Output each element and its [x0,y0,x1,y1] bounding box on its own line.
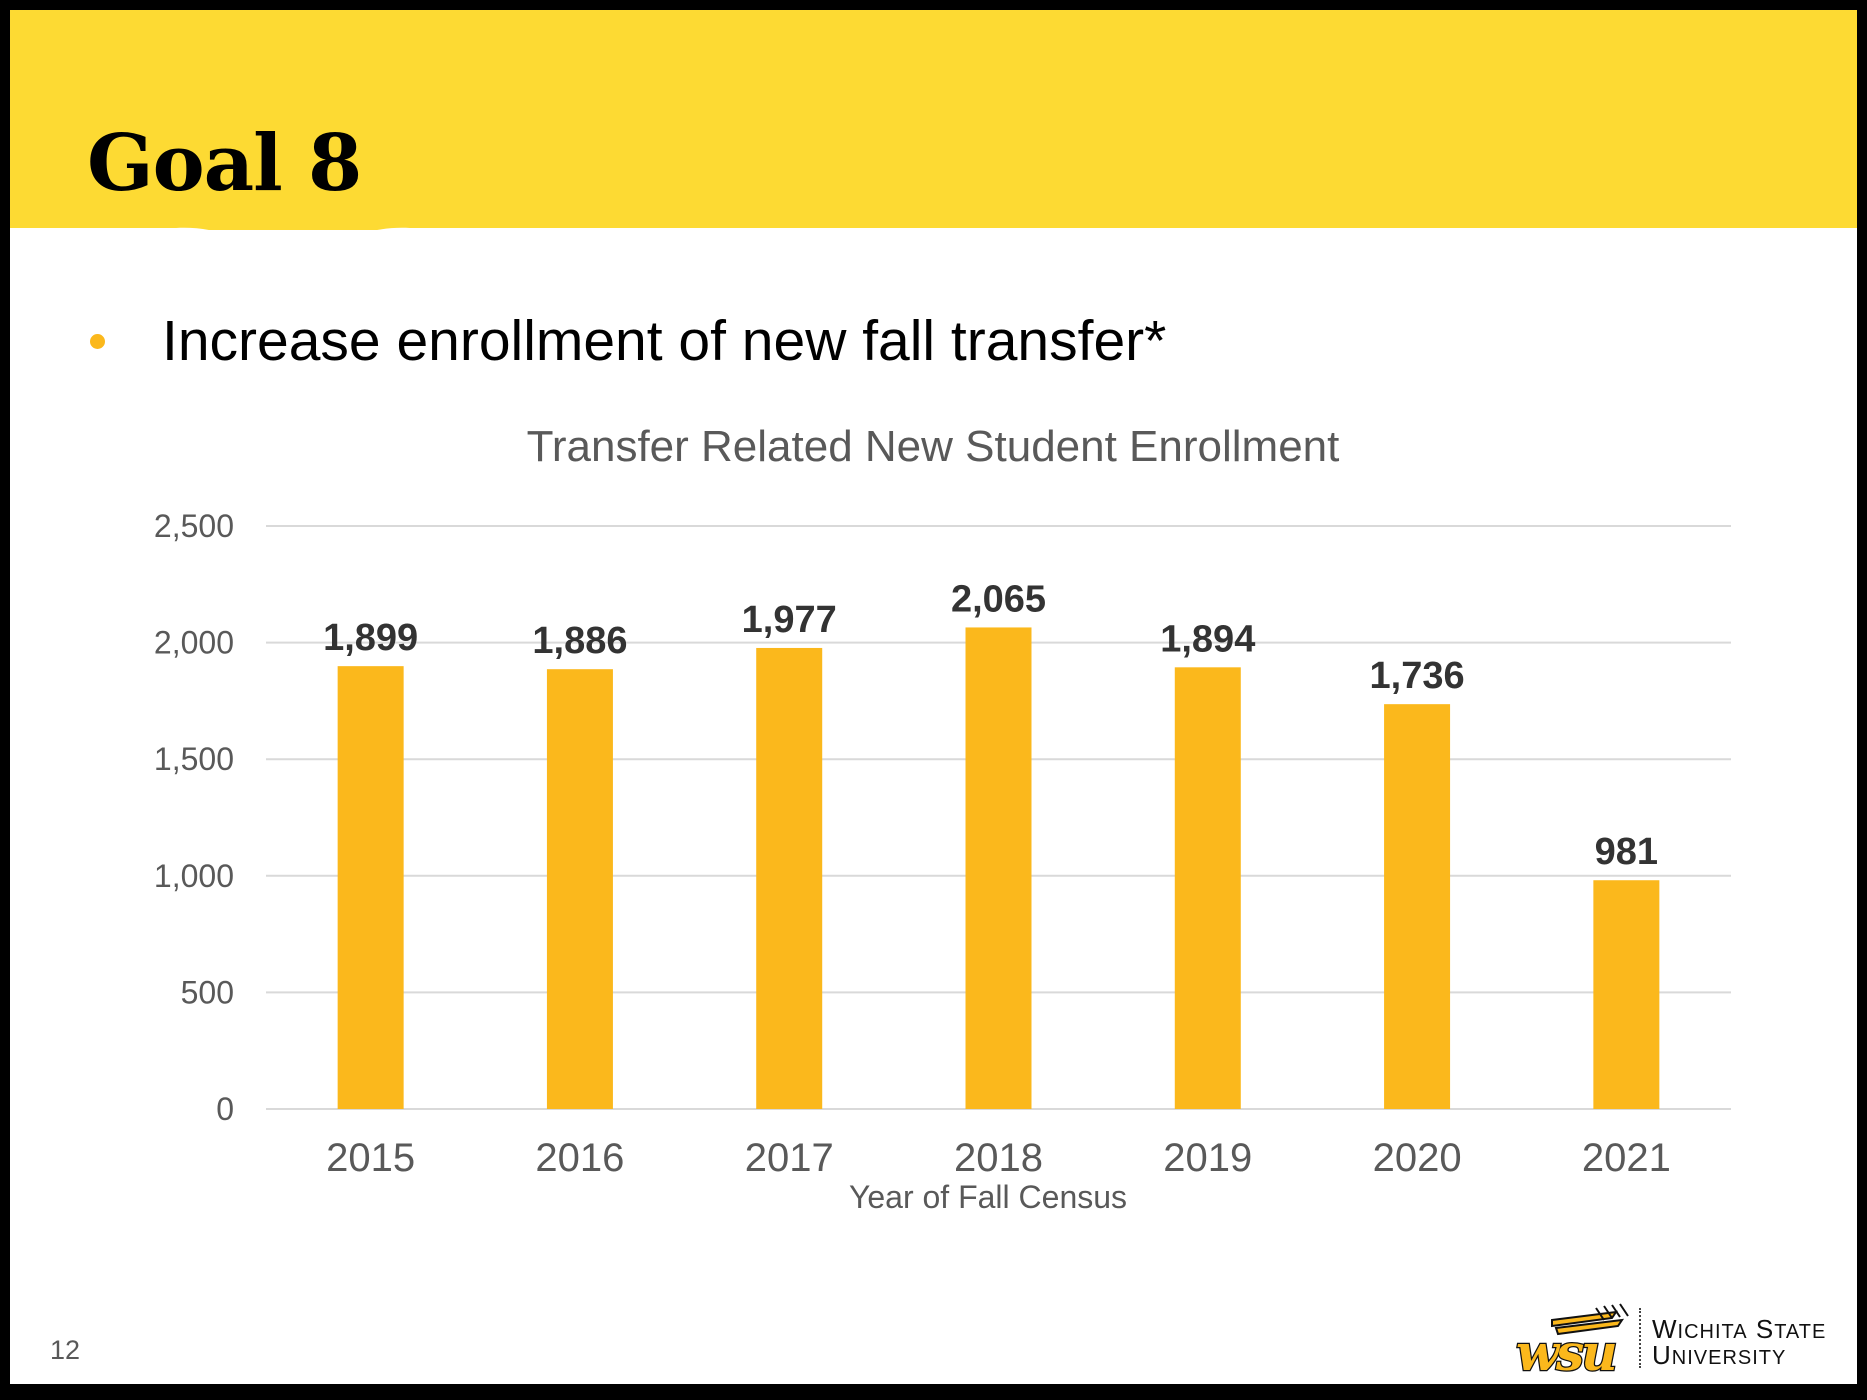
y-tick-label: 2,000 [154,625,234,661]
x-axis-title: Year of Fall Census [849,1179,1127,1215]
bar-2017 [756,647,823,1109]
y-axis-ticks: 0 500 1,000 1,500 2,000 2,500 [154,508,234,1127]
x-tick-label-2019: 2019 [1163,1136,1252,1180]
bar-2015 [337,666,404,1109]
data-label-2017: 1,977 [742,599,837,641]
data-label-2018: 2,065 [951,578,1046,620]
wsu-logo: wsu WICHITA STATE UNIVERSITY [1512,1300,1852,1380]
bar-2020 [1384,704,1451,1109]
data-label-2021: 981 [1595,831,1658,873]
y-tick-label: 500 [181,974,234,1010]
bullet-dot-icon [90,333,105,349]
data-labels: 1,899 1,886 1,977 2,065 1,894 1,736 981 [323,578,1658,873]
bar-2019 [1174,667,1241,1109]
bullet-text: Increase enrollment of new fall transfer… [162,309,1167,373]
wheat-shocker-icon: wsu [1515,1303,1629,1380]
y-tick-label: 1,000 [154,858,234,894]
bar-chart: Transfer Related New Student Enrollment … [154,422,1731,1215]
chart-title: Transfer Related New Student Enrollment [527,422,1340,471]
x-axis-ticks: 2015 2016 2017 2018 2019 2020 2021 [326,1136,1671,1180]
x-tick-label-2016: 2016 [535,1136,624,1180]
x-tick-label-2020: 2020 [1373,1136,1462,1180]
wsu-mark-text: wsu [1516,1323,1615,1380]
bar-2021 [1593,880,1660,1109]
y-tick-label: 1,500 [154,741,234,777]
bar-2016 [546,669,613,1109]
page-number: 12 [50,1335,81,1365]
logo-divider [1639,1308,1641,1368]
logo-wordmark-line1: WICHITA STATE [1652,1314,1827,1344]
data-label-2015: 1,899 [323,617,418,659]
logo-wordmark-line2: UNIVERSITY [1652,1340,1787,1370]
data-label-2019: 1,894 [1160,618,1255,660]
y-tick-label: 2,500 [154,508,234,544]
slide-title: Goal 8 [87,118,362,209]
data-label-2016: 1,886 [532,620,627,662]
bullet-item: Increase enrollment of new fall transfer… [90,306,1166,376]
slide: Goal 8 Increase enrollment of new fall t… [10,10,1857,1384]
bar-2018 [965,627,1032,1109]
data-label-2020: 1,736 [1370,655,1465,697]
x-tick-label-2021: 2021 [1582,1136,1671,1180]
bars [337,627,1660,1109]
banner-shape [10,10,1857,230]
title-banner [10,10,1857,230]
x-tick-label-2015: 2015 [326,1136,415,1180]
y-tick-label: 0 [216,1091,234,1127]
x-tick-label-2017: 2017 [745,1136,834,1180]
x-tick-label-2018: 2018 [954,1136,1043,1180]
